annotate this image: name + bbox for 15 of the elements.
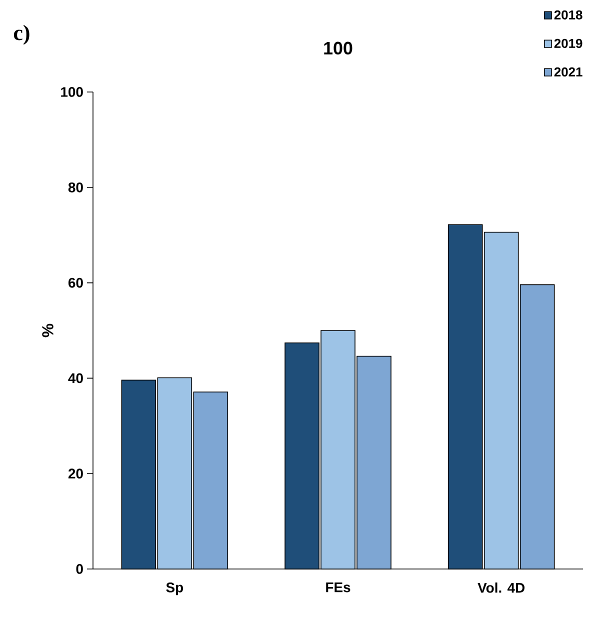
y-tick-label: 40 <box>68 373 83 384</box>
x-tick-label: Vol. 4D <box>478 582 525 593</box>
y-axis-title: % <box>42 324 54 338</box>
legend-label: 2018 <box>554 10 582 20</box>
y-tick-label: 0 <box>76 564 83 574</box>
legend-label: 2021 <box>554 67 582 77</box>
text: c) <box>14 24 30 45</box>
y-tick-label: 80 <box>68 182 83 192</box>
x-tick-label: Sp <box>166 582 184 596</box>
legend-label: 2019 <box>554 38 582 48</box>
y-tick-label: 60 <box>68 278 83 288</box>
chart-title: 100 <box>324 42 352 54</box>
x-tick-label: FEs <box>326 582 350 592</box>
y-tick-label: 100 <box>61 87 83 97</box>
y-tick-label: 20 <box>68 468 83 479</box>
